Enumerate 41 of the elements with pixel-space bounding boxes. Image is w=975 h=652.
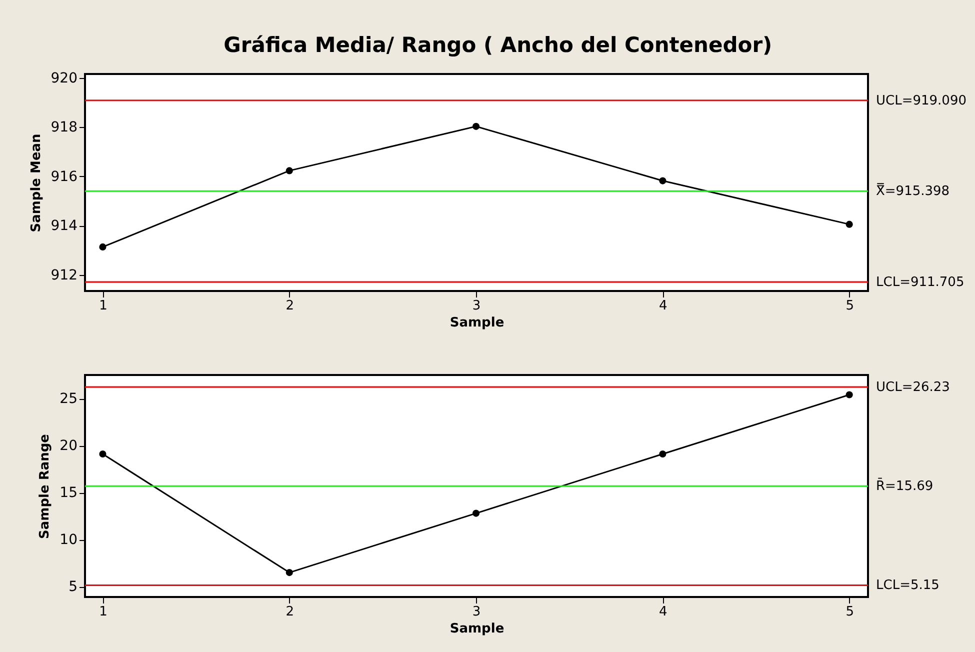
ref-line-label: UCL=26.23 xyxy=(876,380,950,395)
y-axis-title: Sample Range xyxy=(38,434,53,539)
point xyxy=(286,569,293,576)
point xyxy=(472,122,480,130)
point xyxy=(659,450,666,458)
y-axis-title: Sample Mean xyxy=(28,134,44,232)
point xyxy=(472,510,480,517)
x-tick-label: 3 xyxy=(472,604,481,620)
point xyxy=(286,167,293,174)
ref-line-label: X̿=915.398 xyxy=(876,182,950,200)
point xyxy=(99,450,106,458)
x-tick-label: 4 xyxy=(659,604,668,620)
point xyxy=(99,243,106,250)
x-tick-label: 2 xyxy=(286,298,294,314)
x-tick-label: 1 xyxy=(99,604,108,620)
y-tick-label: 5 xyxy=(68,579,78,596)
x-tick-label: 5 xyxy=(846,298,854,314)
y-tick-label: 20 xyxy=(60,438,78,454)
x-axis-title: Sample xyxy=(450,622,504,636)
chart-title: Gráfica Media/ Rango ( Ancho del Contenedor) xyxy=(224,32,772,57)
y-tick-label: 10 xyxy=(60,532,78,548)
x-tick-label: 5 xyxy=(846,604,854,620)
point xyxy=(846,220,853,228)
x-axis-title: Sample xyxy=(450,316,504,330)
x-tick-label: 4 xyxy=(659,298,668,314)
ref-line-label: R̄=15.69 xyxy=(876,478,934,494)
point xyxy=(659,177,666,184)
ref-line-label: LCL=911.705 xyxy=(876,275,964,290)
ref-line-label: UCL=919.090 xyxy=(876,93,966,108)
y-tick-label: 15 xyxy=(60,485,78,502)
ref-line-label: LCL=5.15 xyxy=(876,578,940,594)
y-tick-label: 912 xyxy=(50,267,78,284)
x-tick-label: 3 xyxy=(472,298,481,314)
x-tick-label: 2 xyxy=(286,604,294,620)
y-tick-label: 920 xyxy=(50,70,78,86)
y-tick-label: 916 xyxy=(50,168,78,185)
y-tick-label: 914 xyxy=(50,218,78,234)
y-tick-label: 25 xyxy=(60,391,78,408)
x-tick-label: 1 xyxy=(99,298,108,314)
point xyxy=(846,391,853,398)
y-tick-label: 918 xyxy=(50,120,78,136)
